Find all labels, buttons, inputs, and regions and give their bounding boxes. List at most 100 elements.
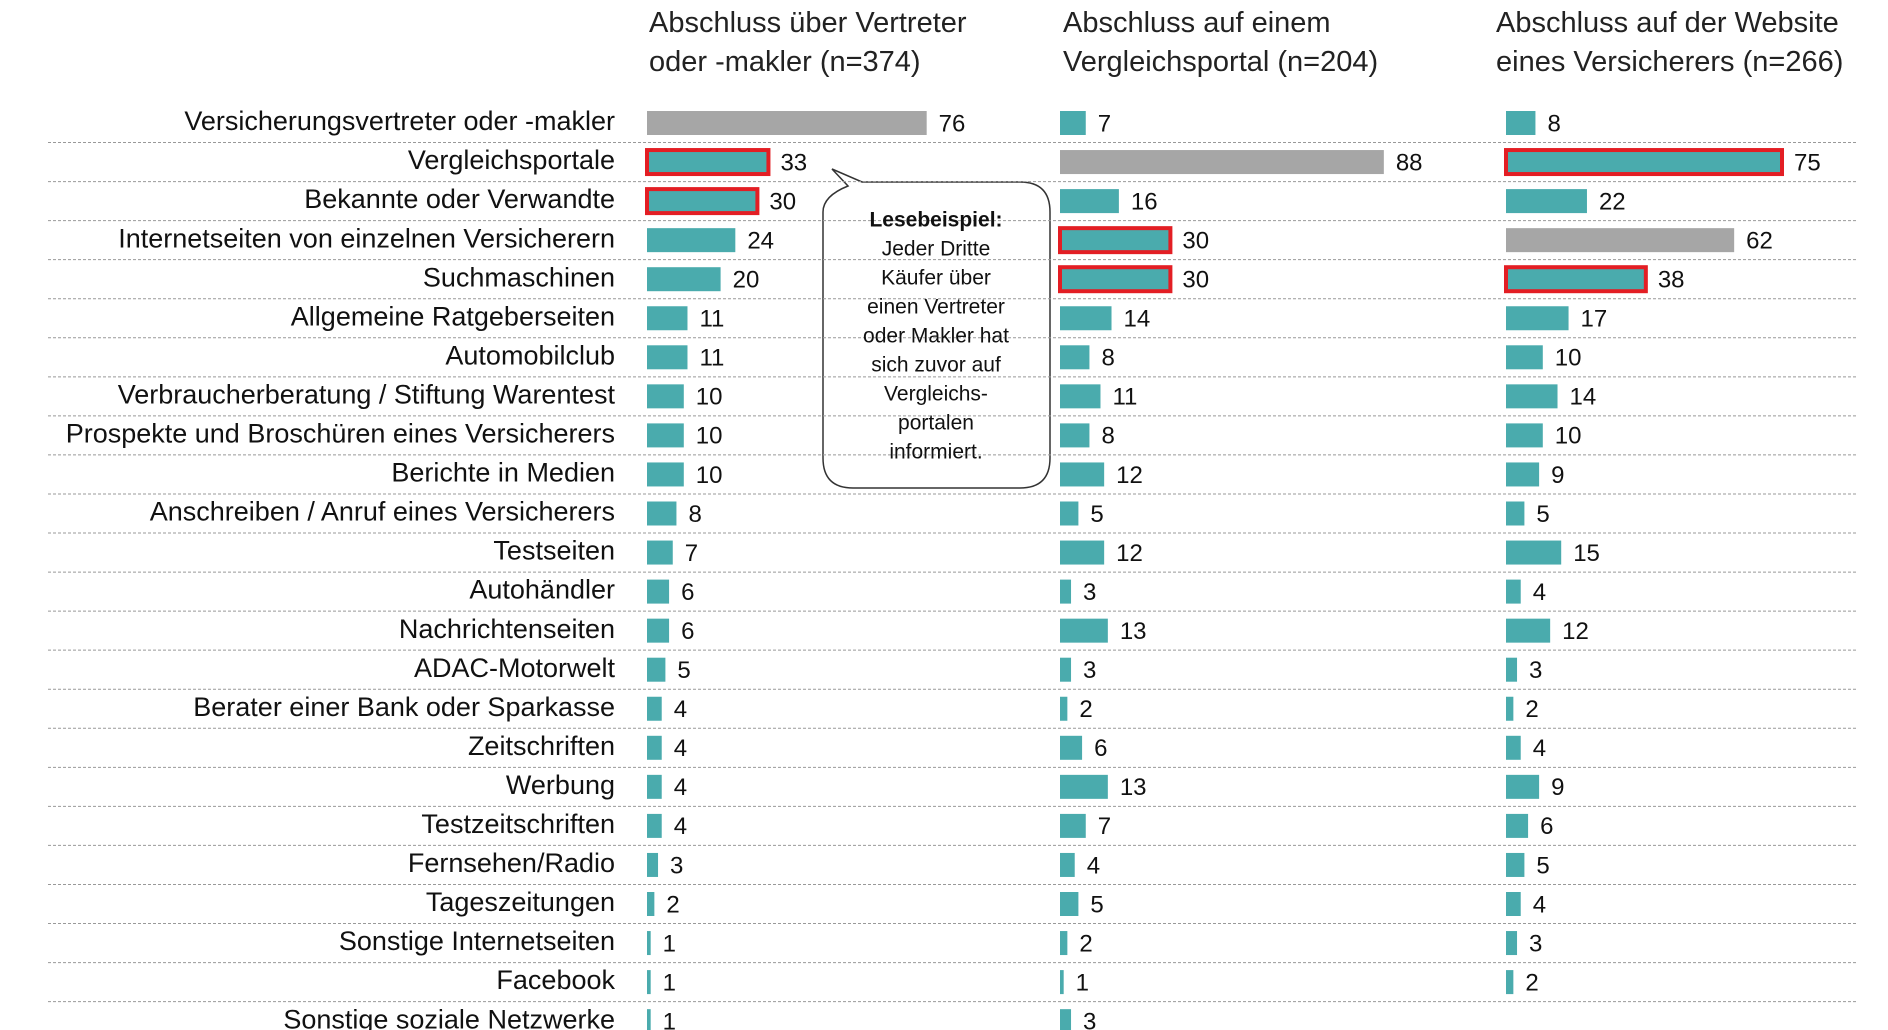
value-label: 5: [1536, 501, 1549, 528]
category-label: Tageszeitungen: [426, 887, 615, 917]
bar: [1060, 306, 1112, 331]
value-label: 1: [1076, 969, 1089, 996]
bar: [647, 892, 655, 916]
value-label: 4: [1533, 735, 1546, 762]
category-label: Zeitschriften: [468, 731, 615, 761]
bar: [647, 540, 673, 565]
value-label: 14: [1570, 384, 1597, 411]
bar: [1060, 735, 1083, 760]
callout-text: Vergleichs-: [884, 383, 988, 406]
value-label: 20: [733, 267, 760, 294]
value-label: 8: [1101, 423, 1114, 450]
category-label: Versicherungsvertreter oder -makler: [184, 106, 615, 136]
bar: [647, 735, 662, 760]
bar: [1506, 540, 1562, 565]
value-label: 17: [1581, 306, 1608, 333]
bar: [647, 813, 662, 838]
bar: [1060, 384, 1101, 409]
value-label: 88: [1396, 149, 1423, 176]
bar: [1060, 1009, 1072, 1030]
category-label: Sonstige soziale Netzwerke: [283, 1004, 615, 1030]
bar: [1060, 852, 1075, 877]
value-label: 30: [1182, 227, 1209, 254]
value-label: 2: [1525, 969, 1538, 996]
value-label: 3: [1083, 579, 1096, 606]
value-label: 8: [1547, 110, 1560, 137]
category-label: Suchmaschinen: [423, 262, 615, 292]
category-label: Vergleichsportale: [408, 145, 615, 175]
bar: [645, 148, 771, 177]
value-label: 13: [1120, 618, 1147, 645]
category-label: Testzeitschriften: [421, 809, 615, 839]
value-label: 3: [1083, 1008, 1096, 1030]
value-label: 38: [1658, 267, 1685, 294]
value-label: 1: [663, 930, 676, 957]
value-label: 22: [1599, 188, 1626, 215]
bar: [1506, 111, 1536, 135]
value-label: 2: [666, 891, 679, 918]
bar: [1060, 462, 1105, 487]
bar: [1060, 813, 1086, 838]
value-label: 7: [1098, 110, 1111, 137]
bar: [1060, 540, 1105, 565]
value-label: 13: [1120, 774, 1147, 801]
bar: [1506, 852, 1525, 877]
value-label: 7: [685, 540, 698, 567]
bar: [1506, 579, 1521, 604]
bar: [647, 970, 651, 995]
value-label: 10: [1555, 423, 1582, 450]
bar: [1506, 306, 1569, 331]
value-label: 12: [1562, 618, 1589, 645]
callout-text: oder Makler hat: [863, 325, 1009, 348]
bar: [1504, 148, 1784, 177]
value-label: 10: [696, 462, 723, 489]
panel-title: Abschluss auf der Website eines Versiche…: [1496, 7, 1844, 78]
bar: [1506, 462, 1540, 487]
value-label: 5: [1090, 891, 1103, 918]
bar: [1060, 657, 1072, 682]
category-label: Autohändler: [469, 575, 615, 605]
category-label: Berater einer Bank oder Sparkasse: [193, 692, 615, 722]
category-label: Bekannte oder Verwandte: [304, 184, 615, 214]
bar: [647, 345, 688, 370]
bar: [647, 931, 651, 956]
callout-text: sich zuvor auf: [871, 354, 1001, 377]
value-label: 2: [1525, 696, 1538, 723]
bar: [647, 696, 662, 721]
category-label: Testseiten: [493, 536, 615, 566]
category-label: Allgemeine Ratgeberseiten: [291, 301, 615, 331]
bar: [647, 306, 688, 331]
value-label: 15: [1573, 540, 1600, 567]
bar: [1060, 189, 1119, 214]
category-label: Automobilclub: [445, 340, 615, 370]
category-label: Werbung: [506, 770, 615, 800]
bar: [647, 774, 662, 799]
value-label: 11: [699, 345, 724, 372]
bar: [647, 501, 677, 526]
value-label: 1: [663, 969, 676, 996]
bar: [1506, 189, 1587, 214]
bar: [647, 618, 670, 643]
value-label: 4: [674, 735, 687, 762]
category-label: Prospekte und Broschüren eines Versicher…: [66, 419, 615, 449]
panel-title: Abschluss auf einem Vergleichsportal (n=…: [1063, 7, 1379, 78]
bar: [1060, 618, 1108, 643]
value-label: 4: [674, 696, 687, 723]
bar: [1060, 111, 1086, 135]
value-label: 4: [1533, 579, 1546, 606]
bar: [647, 267, 721, 292]
category-label: Internetseiten von einzelnen Versicherer…: [118, 223, 615, 253]
bar: [645, 187, 760, 216]
bar: [647, 657, 666, 682]
value-label: 9: [1551, 774, 1564, 801]
value-label: 30: [1182, 267, 1209, 294]
callout-text: Käufer über: [881, 267, 991, 290]
bar: [1060, 774, 1108, 799]
value-label: 5: [677, 657, 690, 684]
callout-box: [822, 168, 1051, 489]
bar: [1060, 150, 1384, 175]
bar: [1506, 657, 1518, 682]
bar: [1060, 696, 1068, 721]
value-label: 4: [674, 813, 687, 840]
